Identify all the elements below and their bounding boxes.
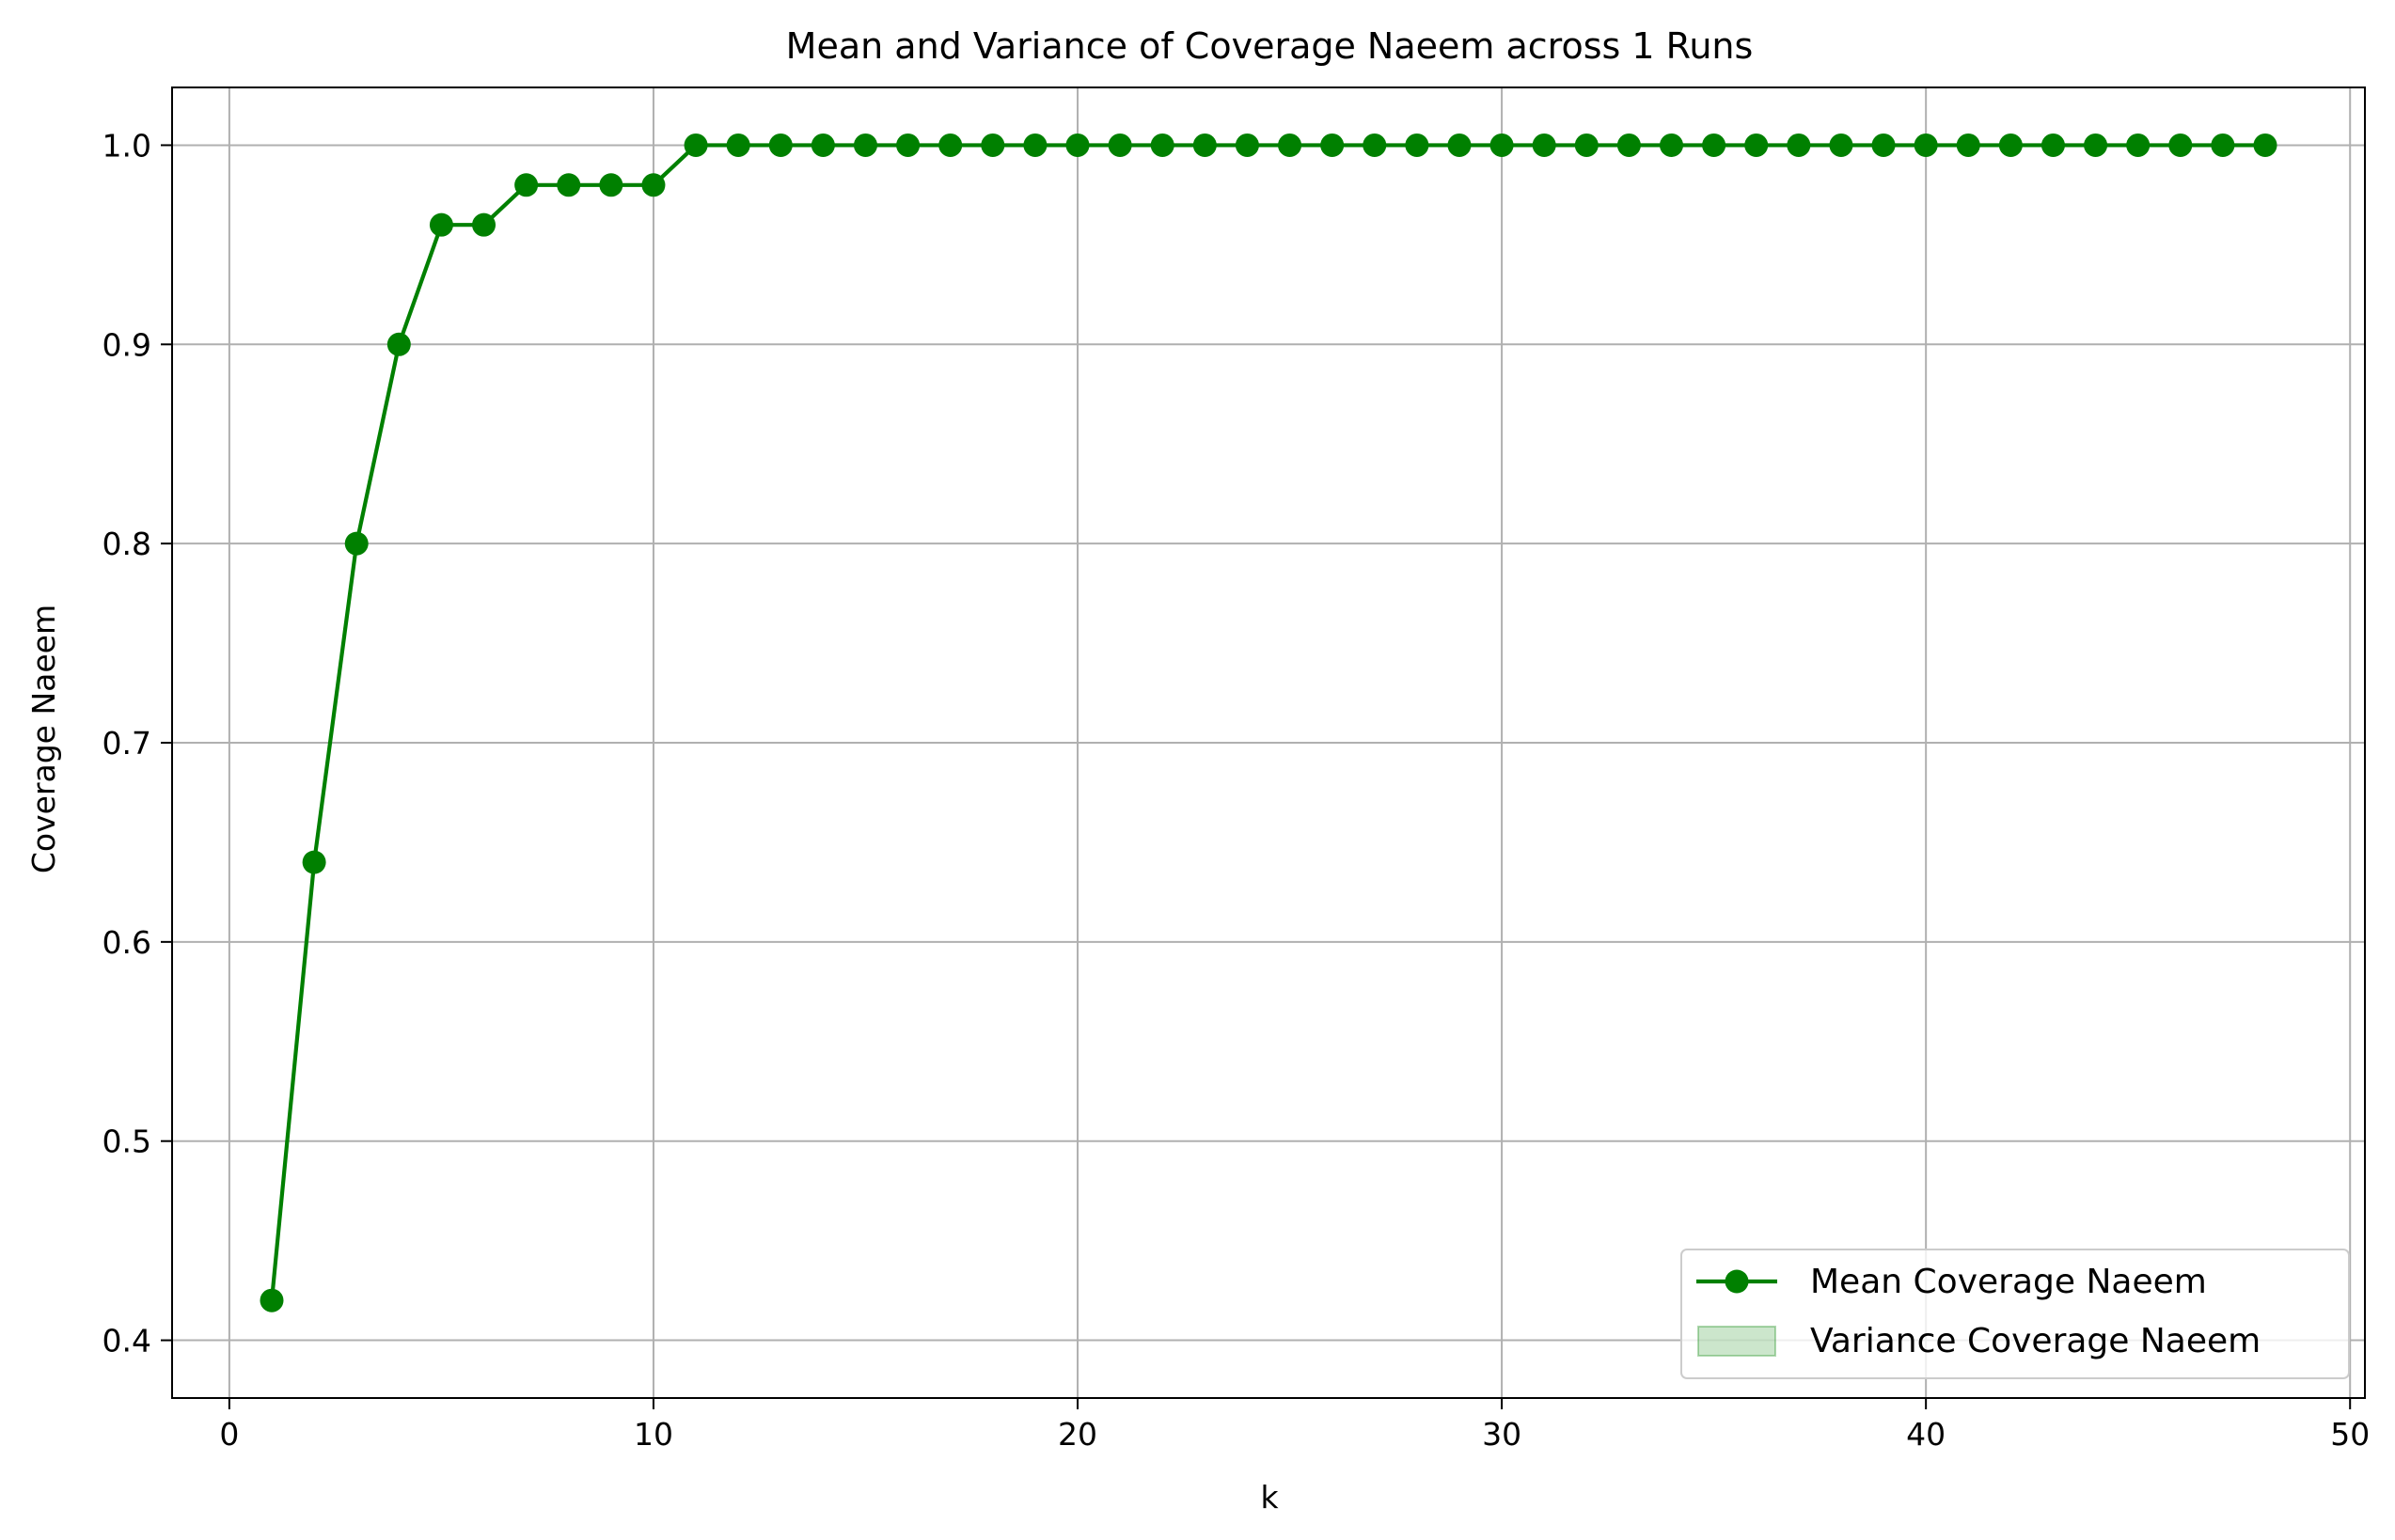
data-point (684, 133, 708, 157)
data-point (1998, 133, 2023, 157)
chart-title: Mean and Variance of Coverage Naeem acro… (786, 25, 1754, 67)
data-point (1829, 133, 1853, 157)
x-tick-label: 40 (1906, 1416, 1946, 1453)
data-point (429, 212, 453, 237)
data-point (1489, 133, 1514, 157)
x-tick-label: 50 (2330, 1416, 2370, 1453)
legend: Mean Coverage Naeem Variance Coverage Na… (1680, 1249, 2350, 1379)
legend-label-mean: Mean Coverage Naeem (1810, 1263, 2207, 1301)
data-point (1787, 133, 1811, 157)
data-point (981, 133, 1005, 157)
data-point (1320, 133, 1345, 157)
data-point (1871, 133, 1896, 157)
legend-swatch-variance (1697, 1326, 1776, 1357)
y-tick-label: 0.6 (102, 924, 151, 961)
x-tick-label: 20 (1058, 1416, 1097, 1453)
data-point (2084, 133, 2108, 157)
legend-frame (1680, 1249, 2350, 1379)
legend-label-variance: Variance Coverage Naeem (1810, 1322, 2261, 1360)
y-tick-label: 0.5 (102, 1124, 151, 1160)
data-point (1616, 133, 1641, 157)
y-tick-label: 0.7 (102, 725, 151, 762)
legend-marker-mean (1725, 1269, 1749, 1294)
data-point (1702, 133, 1726, 157)
data-point (1532, 133, 1556, 157)
data-point (938, 133, 963, 157)
y-tick-label: 0.9 (102, 326, 151, 363)
data-point (557, 173, 581, 197)
data-point (726, 133, 750, 157)
data-point (1150, 133, 1174, 157)
data-point (1108, 133, 1132, 157)
data-point (472, 212, 496, 237)
data-point (344, 531, 369, 556)
data-point (1914, 133, 1938, 157)
x-axis-label: k (1260, 1479, 1279, 1516)
x-axis-ticks: 0 10 20 30 40 50 (219, 1398, 2370, 1453)
y-tick-label: 0.8 (102, 526, 151, 562)
data-point (896, 133, 921, 157)
y-axis-ticks: 0.4 0.5 0.6 0.7 0.8 0.9 1.0 (102, 127, 172, 1359)
data-point (1192, 133, 1217, 157)
data-point (599, 173, 623, 197)
data-point (386, 332, 411, 356)
x-tick-label: 30 (1482, 1416, 1521, 1453)
data-point (1363, 133, 1387, 157)
data-point (2126, 133, 2151, 157)
data-point (1574, 133, 1599, 157)
data-point (1405, 133, 1429, 157)
data-point (853, 133, 877, 157)
data-point (260, 1288, 284, 1312)
data-point (514, 173, 539, 197)
data-point (768, 133, 793, 157)
y-tick-label: 1.0 (102, 127, 151, 164)
data-point (1956, 133, 1980, 157)
data-point (1660, 133, 1684, 157)
x-tick-label: 0 (219, 1416, 239, 1453)
y-axis-label: Coverage Naeem (25, 605, 62, 873)
x-tick-label: 10 (634, 1416, 673, 1453)
data-point (1744, 133, 1769, 157)
data-point (302, 850, 326, 874)
data-point (1235, 133, 1259, 157)
data-point (2040, 133, 2065, 157)
data-point (1278, 133, 1302, 157)
y-tick-label: 0.4 (102, 1323, 151, 1359)
data-point (811, 133, 835, 157)
data-point (1023, 133, 1048, 157)
data-point (1447, 133, 1472, 157)
data-point (1065, 133, 1090, 157)
data-point (2253, 133, 2277, 157)
data-point (2211, 133, 2235, 157)
series-layer (260, 133, 2277, 1312)
data-point (641, 173, 666, 197)
data-point (2168, 133, 2193, 157)
